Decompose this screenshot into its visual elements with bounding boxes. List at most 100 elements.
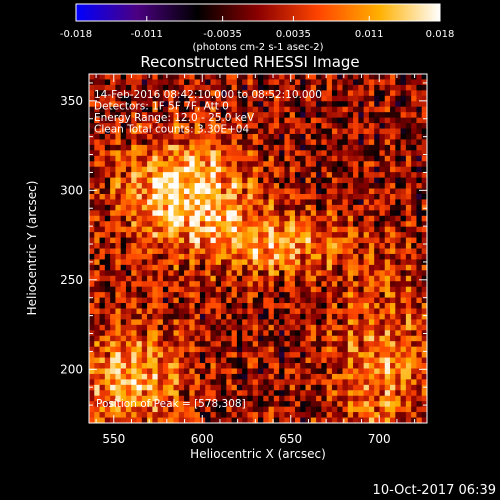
- heatmap-cell: [294, 324, 301, 331]
- heatmap-cell: [89, 243, 95, 249]
- heatmap-cell: [353, 144, 359, 151]
- heatmap-cell: [305, 79, 312, 86]
- heatmap-cell: [199, 84, 206, 91]
- heatmap-cell: [242, 221, 248, 228]
- heatmap-cell: [157, 412, 164, 418]
- heatmap-cell: [368, 308, 375, 315]
- heatmap-cell: [173, 84, 180, 91]
- heatmap-cell: [379, 90, 386, 97]
- heatmap-cell: [178, 204, 185, 211]
- heatmap-cell: [231, 275, 238, 282]
- heatmap-cell: [284, 193, 291, 200]
- heatmap-cell: [358, 259, 365, 266]
- heatmap-cell: [199, 313, 206, 320]
- heatmap-cell: [374, 139, 380, 146]
- heatmap-cell: [184, 390, 190, 397]
- heatmap-cell: [258, 155, 264, 162]
- heatmap-cell: [189, 84, 196, 91]
- heatmap-cell: [284, 243, 291, 249]
- heatmap-cell: [368, 286, 375, 293]
- heatmap-cell: [247, 150, 254, 157]
- heatmap-cell: [110, 373, 116, 380]
- heatmap-cell: [215, 161, 222, 168]
- heatmap-cell: [258, 379, 264, 386]
- heatmap-cell: [379, 106, 386, 113]
- heatmap-cell: [273, 95, 280, 102]
- heatmap-cell: [374, 417, 380, 424]
- heatmap-cell: [305, 183, 312, 189]
- heatmap-cell: [416, 292, 423, 298]
- heatmap-cell: [141, 84, 148, 91]
- heatmap-cell: [221, 232, 227, 238]
- heatmap-cell: [120, 177, 127, 184]
- heatmap-cell: [152, 232, 159, 238]
- heatmap-cell: [210, 128, 217, 135]
- heatmap-cell: [120, 133, 127, 140]
- heatmap-cell: [236, 352, 243, 358]
- heatmap-cell: [215, 335, 222, 342]
- heatmap-cell: [252, 183, 259, 189]
- heatmap-cell: [221, 139, 227, 146]
- heatmap-cell: [136, 330, 143, 337]
- heatmap-cell: [405, 363, 412, 369]
- heatmap-cell: [342, 346, 349, 353]
- heatmap-cell: [279, 313, 285, 320]
- heatmap-cell: [294, 166, 301, 173]
- heatmap-cell: [305, 210, 312, 217]
- heatmap-cell: [178, 379, 185, 386]
- heatmap-cell: [363, 248, 370, 255]
- heatmap-cell: [120, 384, 127, 391]
- heatmap-cell: [379, 324, 386, 331]
- heatmap-cell: [331, 177, 338, 184]
- heatmap-cell: [147, 270, 153, 277]
- heatmap-cell: [294, 346, 301, 353]
- heatmap-cell: [242, 177, 248, 184]
- heatmap-cell: [110, 401, 116, 408]
- heatmap-cell: [168, 237, 174, 244]
- heatmap-cell: [258, 286, 264, 293]
- heatmap-cell: [300, 406, 306, 413]
- heatmap-cell: [89, 128, 95, 135]
- heatmap-cell: [342, 264, 349, 271]
- heatmap-cell: [89, 150, 95, 157]
- heatmap-cell: [162, 379, 169, 386]
- heatmap-cell: [337, 363, 343, 369]
- heatmap-cell: [89, 417, 95, 424]
- heatmap-cell: [390, 313, 396, 320]
- heatmap-cell: [279, 346, 285, 353]
- heatmap-cell: [162, 193, 169, 200]
- heatmap-cell: [294, 319, 301, 326]
- heatmap-cell: [321, 401, 328, 408]
- heatmap-cell: [416, 90, 423, 97]
- heatmap-cell: [326, 324, 333, 331]
- heatmap-cell: [199, 373, 206, 380]
- heatmap-cell: [168, 215, 174, 222]
- heatmap-cell: [110, 112, 116, 119]
- heatmap-cell: [405, 237, 412, 244]
- heatmap-cell: [368, 324, 375, 331]
- heatmap-cell: [141, 183, 148, 189]
- heatmap-cell: [300, 133, 306, 140]
- heatmap-cell: [300, 275, 306, 282]
- heatmap-cell: [416, 352, 423, 358]
- heatmap-cell: [284, 313, 291, 320]
- heatmap-cell: [131, 117, 137, 124]
- heatmap-cell: [273, 363, 280, 369]
- heatmap-cell: [168, 303, 174, 309]
- heatmap-cell: [395, 401, 401, 408]
- heatmap-cell: [321, 155, 328, 162]
- heatmap-cell: [199, 172, 206, 179]
- heatmap-cell: [231, 161, 238, 168]
- heatmap-cell: [252, 117, 259, 124]
- heatmap-cell: [421, 237, 428, 244]
- heatmap-cell: [120, 297, 127, 304]
- heatmap-cell: [273, 177, 280, 184]
- heatmap-cell: [300, 303, 306, 309]
- colorbar-tick-label: 0.011: [355, 29, 384, 40]
- heatmap-cell: [384, 166, 391, 173]
- heatmap-cell: [94, 79, 100, 86]
- heatmap-cell: [326, 253, 333, 260]
- y-axis-label: Heliocentric Y (arcsec): [25, 181, 39, 316]
- heatmap-cell: [147, 95, 153, 102]
- heatmap-cell: [115, 319, 122, 326]
